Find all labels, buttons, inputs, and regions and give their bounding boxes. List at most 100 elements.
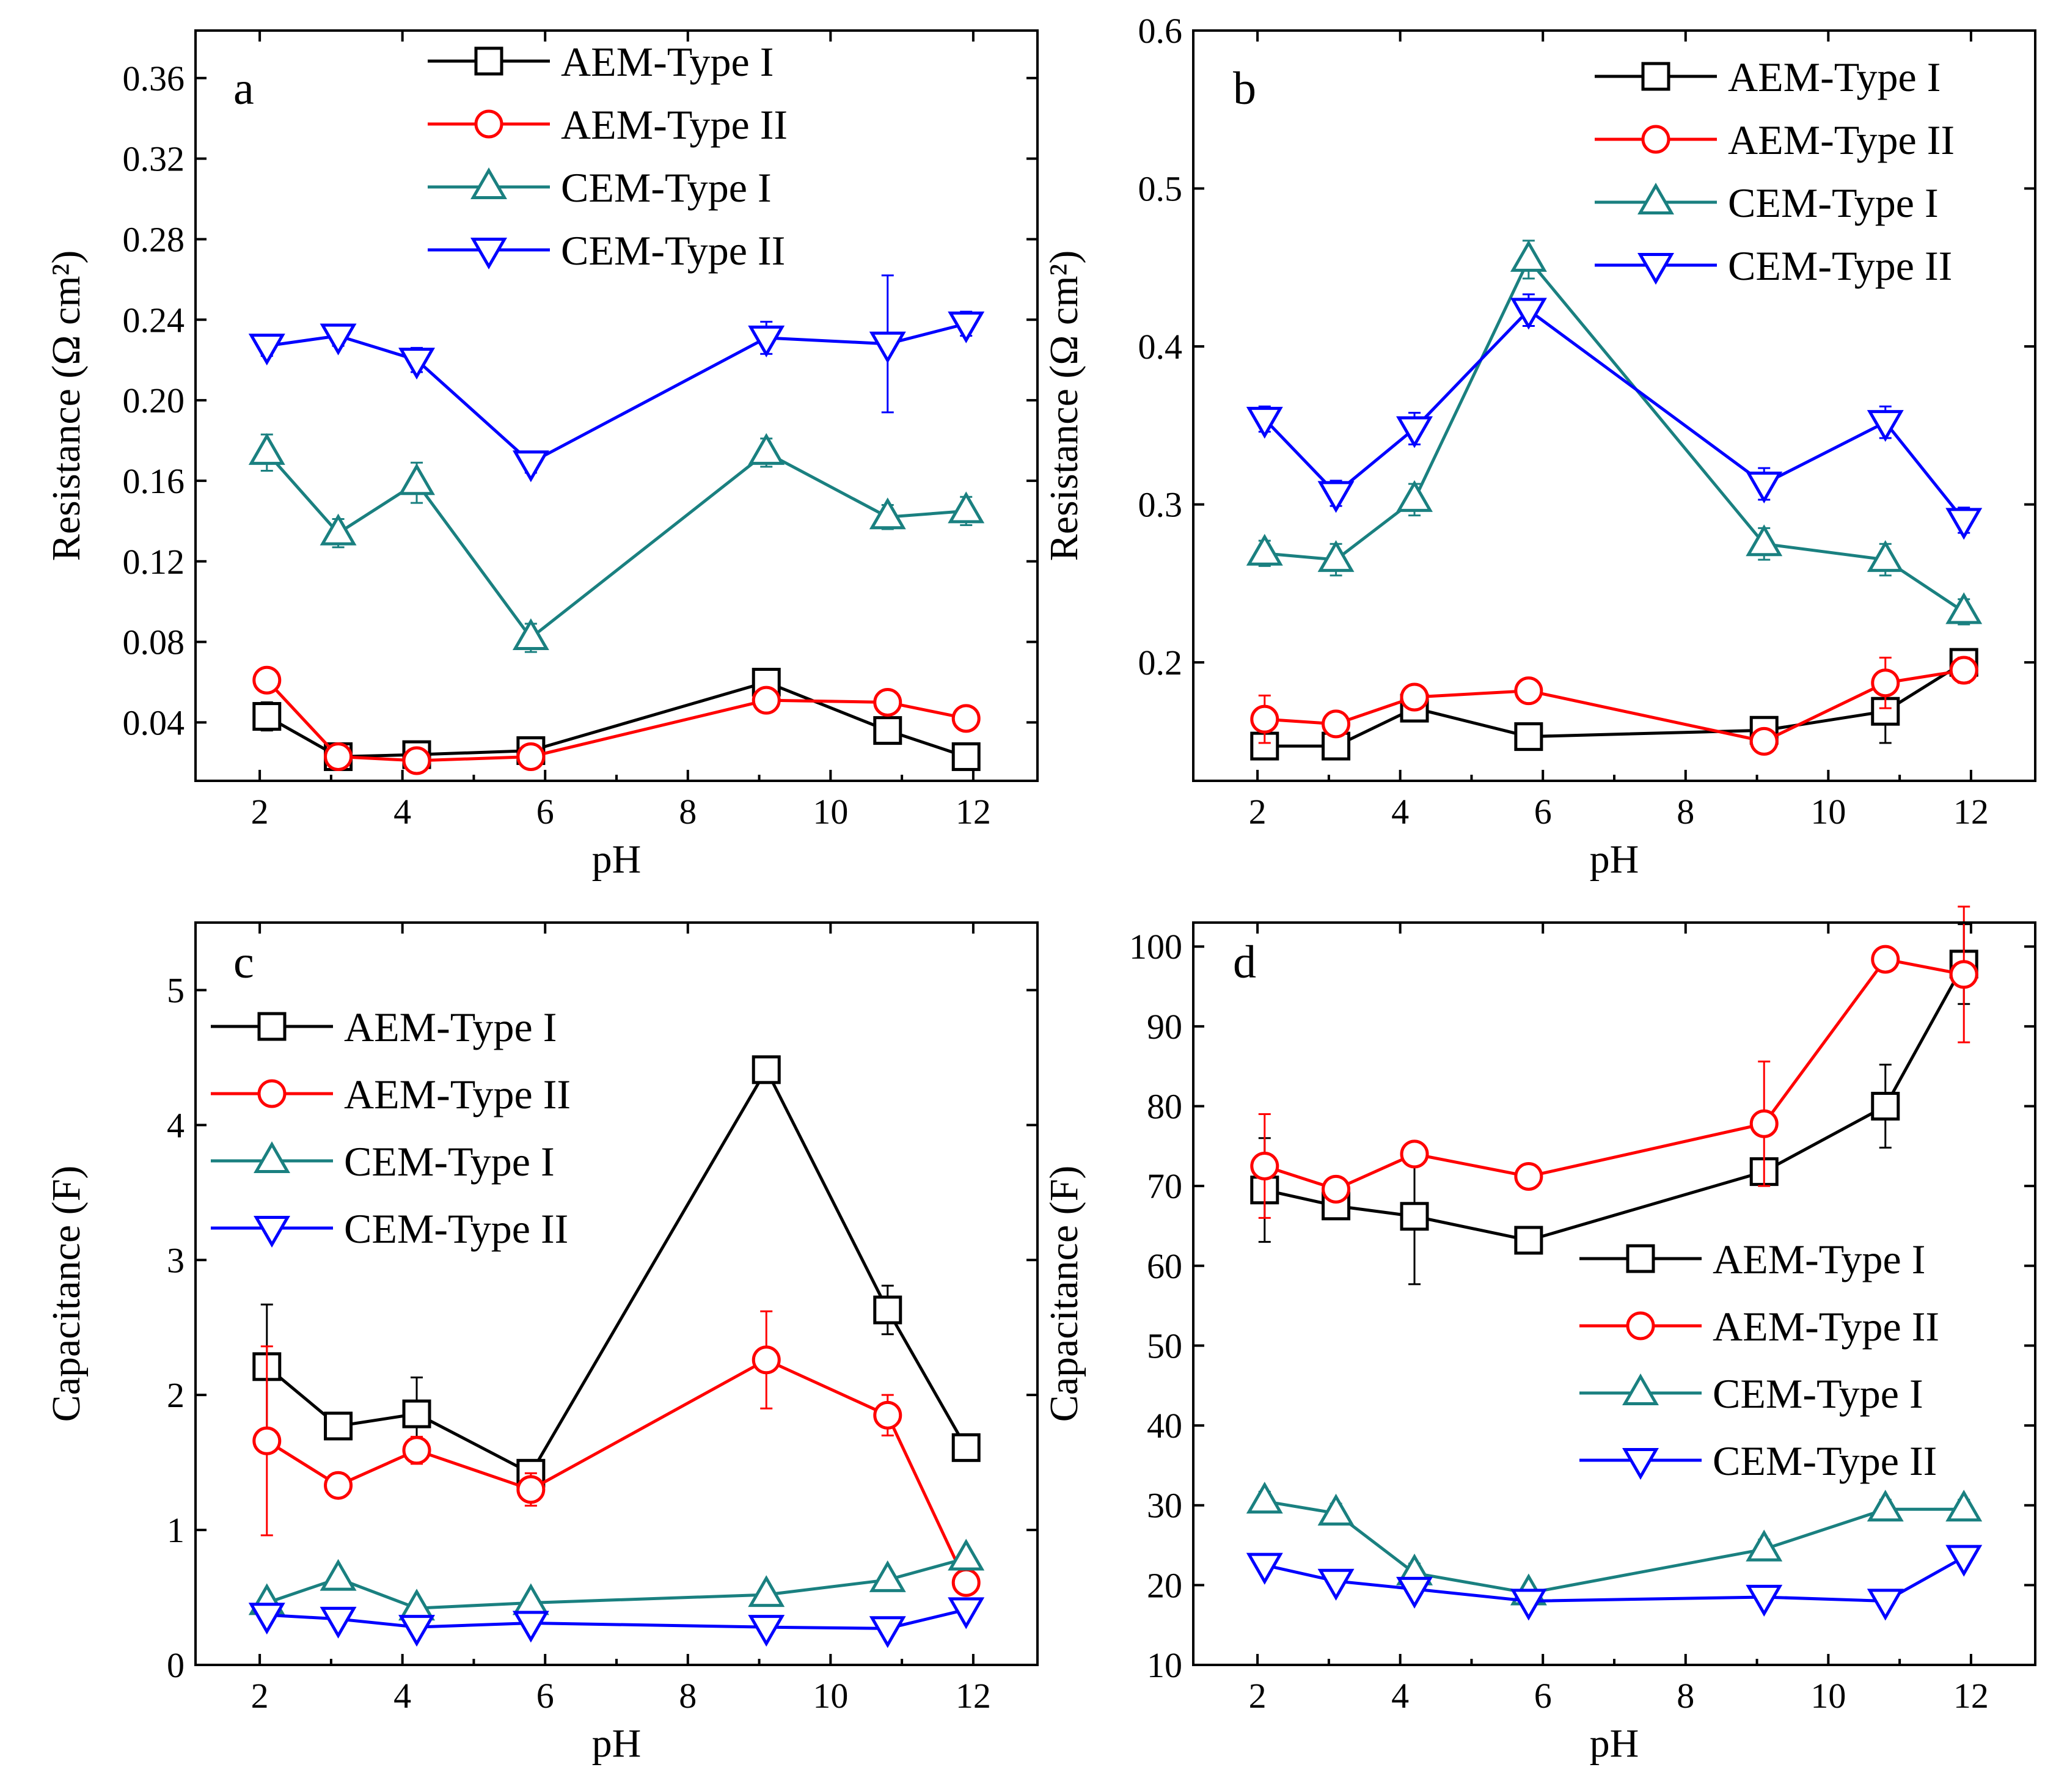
series-line bbox=[1264, 1556, 1965, 1603]
data-point bbox=[752, 1055, 781, 1084]
x-tick-label: 6 bbox=[1534, 792, 1552, 832]
legend: AEM-Type I AEM-Type II CEM-Type I CEM-Type … bbox=[211, 1004, 571, 1252]
x-axis-title: pH bbox=[1590, 1721, 1639, 1766]
legend-marker bbox=[470, 167, 507, 200]
legend-marker bbox=[257, 1012, 287, 1041]
data-point bbox=[402, 1399, 431, 1428]
legend-marker bbox=[257, 1079, 287, 1108]
data-point bbox=[1945, 508, 1983, 540]
legend-label: AEM-Type I bbox=[1728, 54, 1941, 100]
data-point bbox=[873, 687, 902, 717]
data-point bbox=[948, 1538, 985, 1571]
data-point bbox=[1514, 676, 1543, 706]
legend-label: CEM-Type I bbox=[344, 1138, 555, 1185]
legend-item: AEM-Type I bbox=[428, 38, 774, 85]
series-cem2 bbox=[1246, 1545, 1983, 1621]
legend-marker bbox=[1626, 1244, 1655, 1273]
series-line bbox=[265, 450, 967, 640]
x-tick-label: 6 bbox=[536, 1676, 554, 1716]
legend-label: CEM-Type II bbox=[1728, 243, 1952, 289]
y-tick-label: 1 bbox=[167, 1510, 185, 1550]
data-point bbox=[512, 618, 549, 651]
legend-item: AEM-Type II bbox=[1595, 117, 1955, 163]
data-point bbox=[398, 348, 435, 380]
y-tick-label: 0.36 bbox=[123, 59, 185, 98]
legend-label: CEM-Type II bbox=[1713, 1438, 1937, 1484]
series-aem2 bbox=[252, 1310, 981, 1597]
panel-d: 2 4 6 8 10 12 10 20 30 40 50 60 70 80 90 100 d pH Capac… bbox=[1042, 905, 2036, 1766]
data-point bbox=[252, 702, 282, 731]
data-point bbox=[1250, 1151, 1279, 1180]
x-tick-label: 4 bbox=[393, 792, 411, 832]
legend: AEM-Type I AEM-Type II CEM-Type I CEM-Type … bbox=[428, 38, 788, 274]
series-aem2 bbox=[252, 665, 981, 775]
series-line bbox=[1264, 1499, 1964, 1595]
data-point bbox=[748, 433, 785, 465]
data-point bbox=[873, 716, 902, 745]
y-tick-label: 0.4 bbox=[1138, 327, 1183, 367]
x-tick-label: 8 bbox=[679, 792, 697, 832]
data-point bbox=[1510, 240, 1547, 272]
series-cem1 bbox=[1246, 1482, 1983, 1606]
data-point bbox=[1871, 1091, 1900, 1121]
y-tick-label: 0.3 bbox=[1138, 485, 1183, 525]
y-tick-label: 0.32 bbox=[123, 139, 185, 179]
data-point bbox=[324, 1411, 353, 1441]
data-point bbox=[1396, 1576, 1433, 1609]
data-point bbox=[1949, 656, 1978, 685]
series-aem1 bbox=[1250, 648, 1978, 761]
x-tick-label: 4 bbox=[1391, 792, 1409, 832]
data-point bbox=[1510, 298, 1547, 330]
x-tick-label: 6 bbox=[536, 792, 554, 832]
series-line bbox=[1264, 963, 1966, 1242]
data-point bbox=[320, 1559, 357, 1591]
data-point bbox=[248, 1603, 285, 1635]
data-point bbox=[398, 1615, 435, 1647]
legend-item: CEM-Type I bbox=[1579, 1370, 1923, 1417]
data-point bbox=[748, 325, 785, 357]
x-axis-title: pH bbox=[1590, 837, 1639, 882]
x-tick-label: 2 bbox=[251, 1676, 269, 1716]
legend-label: AEM-Type I bbox=[344, 1004, 557, 1050]
data-point bbox=[748, 1575, 785, 1607]
data-point bbox=[512, 1583, 549, 1615]
data-point bbox=[248, 433, 285, 465]
y-axis-title: Capacitance (F) bbox=[1042, 1166, 1086, 1422]
legend-marker bbox=[254, 1215, 290, 1248]
plot-frame bbox=[1192, 921, 2036, 1666]
data-point bbox=[516, 742, 546, 771]
y-tick-label: 0.12 bbox=[123, 542, 185, 582]
y-axis-title-text: Capacitance (F) bbox=[44, 1166, 89, 1422]
legend: AEM-Type I AEM-Type II CEM-Type I CEM-Type … bbox=[1579, 1236, 1939, 1484]
data-point bbox=[1945, 1545, 1983, 1577]
data-point bbox=[1322, 1174, 1351, 1204]
data-point bbox=[1396, 480, 1433, 512]
series-line bbox=[266, 1607, 967, 1630]
data-point bbox=[1400, 1202, 1429, 1231]
x-tick-label: 2 bbox=[1249, 1676, 1267, 1716]
legend-label: CEM-Type I bbox=[1728, 180, 1939, 226]
data-point bbox=[1867, 1589, 1904, 1621]
data-point bbox=[1949, 960, 1978, 989]
series-line bbox=[1264, 957, 1964, 1191]
y-tick-label: 100 bbox=[1129, 927, 1182, 967]
data-point bbox=[951, 1568, 981, 1597]
x-tick-label: 2 bbox=[1249, 792, 1267, 832]
series-aem1 bbox=[252, 1055, 981, 1488]
data-point bbox=[1322, 709, 1351, 739]
series-line bbox=[1264, 660, 1965, 748]
y-axis-title: Capacitance (F) bbox=[44, 1166, 89, 1422]
legend-marker bbox=[1641, 62, 1670, 91]
data-point bbox=[324, 742, 353, 771]
data-point bbox=[1317, 1493, 1355, 1526]
legend-label: CEM-Type II bbox=[344, 1205, 568, 1252]
data-point bbox=[1945, 592, 1983, 624]
data-point bbox=[948, 491, 985, 524]
series-aem2 bbox=[1250, 656, 1978, 756]
data-point bbox=[948, 311, 985, 343]
y-tick-label: 20 bbox=[1147, 1565, 1182, 1605]
data-point bbox=[1871, 945, 1900, 974]
legend-marker bbox=[1637, 252, 1674, 285]
y-tick-label: 4 bbox=[167, 1105, 185, 1145]
legend-marker bbox=[1641, 125, 1670, 154]
